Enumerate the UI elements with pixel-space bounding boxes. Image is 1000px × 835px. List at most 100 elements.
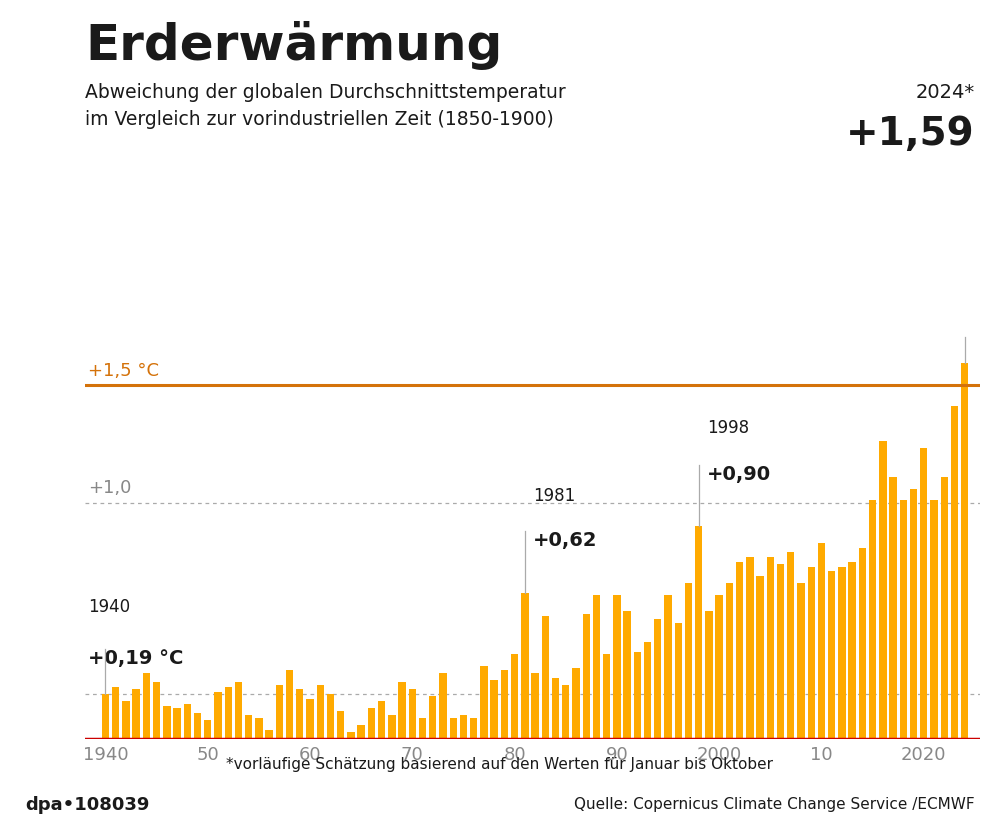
Bar <box>695 526 702 739</box>
Bar <box>450 718 457 739</box>
Bar <box>143 673 150 739</box>
Bar <box>153 682 160 739</box>
Bar <box>685 583 692 739</box>
Bar <box>347 732 355 739</box>
Bar <box>480 665 488 739</box>
Bar <box>828 571 835 739</box>
Bar <box>623 611 631 739</box>
Bar <box>715 595 723 739</box>
Bar <box>163 706 171 739</box>
Bar <box>542 616 549 739</box>
Bar <box>531 673 539 739</box>
Bar <box>460 716 467 739</box>
Text: +0,19 °C: +0,19 °C <box>88 650 183 668</box>
Bar <box>327 694 334 739</box>
Bar <box>726 583 733 739</box>
Bar <box>265 730 273 739</box>
Bar <box>132 690 140 739</box>
Bar <box>654 619 661 739</box>
Bar <box>797 583 805 739</box>
Bar <box>286 671 293 739</box>
Text: *vorläufige Schätzung basierend auf den Werten für Januar bis Oktober: *vorläufige Schätzung basierend auf den … <box>226 757 774 772</box>
Text: 1998: 1998 <box>707 418 749 437</box>
Text: Abweichung der globalen Durchschnittstemperatur
im Vergleich zur vorindustrielle: Abweichung der globalen Durchschnittstem… <box>85 84 566 129</box>
Bar <box>889 477 897 739</box>
Bar <box>920 448 927 739</box>
Bar <box>184 704 191 739</box>
Bar <box>429 696 436 739</box>
Bar <box>276 685 283 739</box>
Bar <box>173 708 181 739</box>
Bar <box>838 567 846 739</box>
Bar <box>848 562 856 739</box>
Bar <box>900 500 907 739</box>
Bar <box>112 687 119 739</box>
Bar <box>122 701 130 739</box>
Bar <box>736 562 743 739</box>
Bar <box>787 553 794 739</box>
Bar <box>746 557 754 739</box>
Bar <box>756 576 764 739</box>
Bar <box>644 642 651 739</box>
Bar <box>818 543 825 739</box>
Bar <box>777 564 784 739</box>
Bar <box>102 694 109 739</box>
Bar <box>634 651 641 739</box>
Bar <box>225 687 232 739</box>
Bar <box>910 488 917 739</box>
Bar <box>613 595 621 739</box>
Text: 2024*: 2024* <box>916 84 975 103</box>
Bar <box>501 671 508 739</box>
Bar <box>204 720 211 739</box>
Bar <box>368 708 375 739</box>
Bar <box>869 500 876 739</box>
Bar <box>521 593 529 739</box>
Bar <box>357 725 365 739</box>
Bar <box>808 567 815 739</box>
Bar <box>317 685 324 739</box>
Bar <box>767 557 774 739</box>
Text: 1981: 1981 <box>533 487 575 505</box>
Bar <box>296 690 303 739</box>
Text: +1,59: +1,59 <box>846 115 975 154</box>
Bar <box>398 682 406 739</box>
Bar <box>859 548 866 739</box>
Bar <box>879 442 887 739</box>
Bar <box>951 406 958 739</box>
Bar <box>214 691 222 739</box>
Text: 1940: 1940 <box>88 598 130 616</box>
Text: Quelle: Copernicus Climate Change Service /ECMWF: Quelle: Copernicus Climate Change Servic… <box>574 797 975 812</box>
Bar <box>603 654 610 739</box>
Bar <box>409 690 416 739</box>
Bar <box>245 716 252 739</box>
Bar <box>337 711 344 739</box>
Text: +0,90: +0,90 <box>707 465 771 484</box>
Bar <box>552 677 559 739</box>
Bar <box>235 682 242 739</box>
Bar <box>490 680 498 739</box>
Bar <box>675 623 682 739</box>
Text: Erderwärmung: Erderwärmung <box>85 21 502 70</box>
Bar <box>930 500 938 739</box>
Text: +1,0: +1,0 <box>88 479 131 497</box>
Bar <box>194 713 201 739</box>
Bar <box>664 595 672 739</box>
Bar <box>593 595 600 739</box>
Bar <box>511 654 518 739</box>
Bar <box>583 614 590 739</box>
Bar <box>562 685 569 739</box>
Bar <box>470 718 477 739</box>
Bar <box>306 699 314 739</box>
Bar <box>961 363 968 739</box>
Bar <box>439 673 447 739</box>
Text: +0,62: +0,62 <box>533 531 598 550</box>
Bar <box>388 716 396 739</box>
Bar <box>572 668 580 739</box>
Bar <box>705 611 713 739</box>
Bar <box>941 477 948 739</box>
Bar <box>378 701 385 739</box>
Bar <box>419 718 426 739</box>
Text: dpa•108039: dpa•108039 <box>25 796 149 814</box>
Bar <box>255 718 263 739</box>
Text: +1,5 °C: +1,5 °C <box>88 362 159 380</box>
